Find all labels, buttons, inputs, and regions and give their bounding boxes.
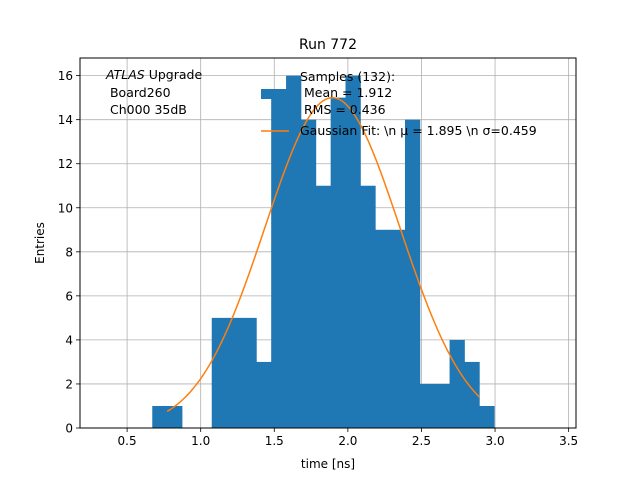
x-tick-label: 3.0 bbox=[486, 434, 505, 448]
x-axis-ticks: 0.5 1.0 1.5 2.0 2.5 3.0 3.5 bbox=[118, 428, 578, 448]
y-axis-label: Entries bbox=[33, 222, 47, 264]
x-tick-label: 2.5 bbox=[412, 434, 431, 448]
histogram-bar bbox=[390, 229, 406, 428]
legend-samples-label: Samples (132): bbox=[300, 69, 395, 84]
x-tick-label: 1.0 bbox=[191, 434, 210, 448]
gaussian-fit-curve bbox=[166, 96, 480, 413]
histogram-bar bbox=[375, 229, 391, 428]
histogram-bar bbox=[256, 361, 272, 428]
histogram-bar bbox=[315, 185, 332, 428]
legend-mean-label: Mean = 1.912 bbox=[300, 85, 392, 100]
atlas-label: ATLAS bbox=[105, 67, 145, 82]
histogram-bar bbox=[152, 405, 168, 428]
histogram-bar bbox=[419, 383, 436, 428]
histogram-bar bbox=[300, 119, 317, 429]
histogram-bar bbox=[241, 317, 257, 428]
x-tick-label: 0.5 bbox=[118, 434, 137, 448]
legend-rms-label: RMS = 0.436 bbox=[300, 102, 386, 117]
annotation-line-3: Ch000 35dB bbox=[106, 102, 187, 117]
histogram-bar bbox=[464, 361, 480, 428]
y-tick-label: 0 bbox=[65, 422, 73, 436]
x-tick-label: 3.5 bbox=[559, 434, 578, 448]
histogram-bar bbox=[434, 383, 450, 428]
y-axis-ticks: 0 2 4 6 8 10 12 14 16 bbox=[58, 69, 80, 436]
histogram-bar bbox=[449, 339, 465, 428]
x-tick-label: 2.0 bbox=[338, 434, 357, 448]
histogram-bar bbox=[286, 75, 302, 428]
histogram-bars bbox=[152, 75, 495, 429]
x-tick-label: 1.5 bbox=[265, 434, 284, 448]
y-tick-label: 6 bbox=[65, 289, 73, 303]
y-tick-label: 12 bbox=[58, 157, 73, 171]
x-axis-label: time [ns] bbox=[301, 457, 355, 471]
histogram-bar bbox=[404, 119, 421, 429]
histogram-bar bbox=[479, 405, 495, 428]
axes-frame bbox=[79, 57, 577, 429]
y-tick-label: 8 bbox=[65, 245, 73, 259]
legend-histogram-patch bbox=[261, 89, 289, 99]
chart-title: Run 772 bbox=[299, 37, 357, 53]
legend: Samples (132): Mean = 1.912 RMS = 0.436 … bbox=[261, 69, 537, 138]
annotation-line-1: ATLAS Upgrade bbox=[105, 67, 202, 82]
histogram-bar bbox=[226, 317, 242, 428]
histogram-bar bbox=[167, 405, 183, 428]
annotation-text: ATLAS Upgrade Board260 Ch000 35dB bbox=[105, 67, 202, 117]
y-tick-label: 4 bbox=[65, 333, 73, 347]
y-tick-label: 14 bbox=[58, 113, 73, 127]
y-tick-label: 10 bbox=[58, 201, 73, 215]
histogram-bar bbox=[345, 75, 361, 428]
annotation-line-2: Board260 bbox=[106, 85, 171, 100]
y-tick-label: 2 bbox=[65, 377, 73, 391]
histogram-bar bbox=[360, 185, 376, 428]
annotation-upgrade: Upgrade bbox=[145, 67, 203, 82]
histogram-bar bbox=[211, 317, 227, 428]
histogram-bar bbox=[271, 97, 287, 429]
histogram-bar bbox=[330, 97, 346, 429]
legend-fit-label: Gaussian Fit: \n μ = 1.895 \n σ=0.459 bbox=[300, 123, 537, 138]
y-tick-label: 16 bbox=[58, 69, 73, 83]
